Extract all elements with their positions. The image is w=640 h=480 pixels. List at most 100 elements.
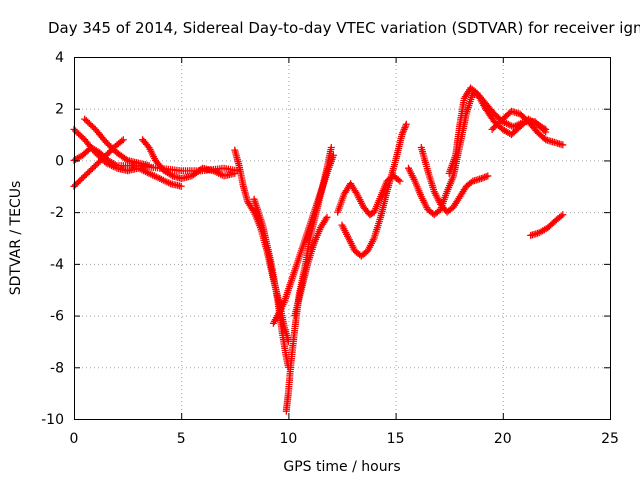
data-point — [259, 221, 275, 266]
data-point — [329, 151, 337, 159]
data-point — [152, 156, 167, 173]
data-point — [102, 138, 119, 155]
data-point — [119, 136, 127, 144]
data-point — [231, 146, 243, 168]
series-sat-b — [70, 136, 127, 190]
tick-marks — [74, 57, 611, 420]
data-point — [344, 234, 358, 253]
data-point — [160, 167, 175, 179]
y-tick-label: -10 — [41, 412, 64, 428]
y-tick-label: -2 — [50, 205, 64, 221]
data-point — [430, 207, 443, 219]
data-point — [364, 236, 377, 255]
series-sat-n — [417, 144, 492, 216]
data-point — [430, 188, 444, 206]
data-point — [87, 144, 102, 156]
data-point — [559, 211, 567, 219]
y-tick-label: -4 — [50, 257, 64, 273]
data-point — [235, 162, 247, 188]
data-point — [280, 275, 296, 307]
data-point — [535, 225, 550, 237]
x-tick-label: 10 — [279, 431, 297, 447]
data-point — [456, 184, 469, 201]
data-point — [177, 182, 185, 190]
data-point — [323, 213, 331, 221]
data-point — [96, 149, 111, 163]
data-point — [284, 365, 294, 397]
data-point — [357, 248, 370, 260]
data-point — [244, 198, 257, 214]
data-point — [417, 193, 431, 212]
data-point — [267, 260, 281, 302]
data-point — [443, 174, 457, 195]
data-point — [533, 120, 548, 132]
data-point — [411, 177, 424, 199]
data-point — [477, 173, 490, 182]
y-axis-label: SDTVAR / TECUs — [8, 181, 24, 296]
data-point — [396, 177, 404, 185]
data-point — [334, 192, 347, 216]
data-point — [327, 144, 335, 151]
data-point — [392, 133, 405, 164]
data-point — [134, 162, 162, 172]
data-point — [370, 215, 384, 242]
y-tick-label: -8 — [50, 360, 64, 376]
data-point — [297, 262, 311, 294]
y-tick-label: 0 — [55, 153, 64, 169]
data-point — [377, 189, 390, 221]
data-point — [306, 197, 322, 229]
data-point — [287, 327, 299, 371]
data-point — [145, 169, 162, 182]
x-tick-label: 0 — [70, 431, 79, 447]
data-point — [91, 125, 109, 145]
data-point — [188, 165, 205, 180]
data-point — [353, 190, 366, 209]
data-point — [443, 204, 456, 216]
data-points — [70, 84, 567, 415]
y-tick-label: -6 — [50, 309, 64, 325]
data-point — [445, 153, 459, 177]
data-point — [104, 156, 119, 169]
data-point — [282, 391, 292, 415]
data-point — [145, 144, 159, 163]
data-point — [482, 105, 497, 124]
data-point — [390, 172, 402, 184]
data-point — [113, 149, 130, 163]
data-point — [269, 301, 287, 327]
data-point — [323, 153, 337, 177]
data-point — [156, 175, 173, 187]
data-point — [552, 212, 565, 224]
chart-title: Day 345 of 2014, Sidereal Day-to-day VTE… — [48, 19, 640, 37]
data-point — [310, 226, 324, 247]
data-point — [139, 136, 152, 150]
data-point — [542, 125, 550, 133]
grid-layer — [74, 57, 610, 419]
data-point — [450, 194, 463, 211]
data-point — [488, 117, 505, 133]
data-point — [484, 172, 492, 180]
data-point — [278, 327, 290, 359]
x-tick-label: 5 — [177, 431, 186, 447]
data-point — [338, 221, 351, 240]
data-point — [370, 195, 384, 216]
series-sat-i — [269, 151, 337, 327]
data-point — [417, 144, 431, 173]
data-point — [559, 141, 567, 149]
data-point — [304, 241, 317, 268]
data-point — [113, 137, 126, 149]
data-point — [289, 249, 305, 281]
data-point — [405, 164, 418, 183]
x-tick-label: 15 — [387, 431, 405, 447]
data-point — [231, 169, 239, 177]
data-point — [291, 288, 305, 320]
data-point — [81, 115, 98, 132]
data-point — [456, 97, 468, 128]
data-point — [507, 124, 522, 139]
data-point — [383, 159, 399, 195]
x-tick-labels: 0 5 10 15 20 25 — [70, 431, 619, 447]
x-tick-label: 25 — [601, 431, 619, 447]
data-point — [347, 180, 360, 196]
data-point — [516, 110, 531, 124]
series-sat-g — [250, 195, 292, 371]
data-point — [525, 118, 540, 134]
